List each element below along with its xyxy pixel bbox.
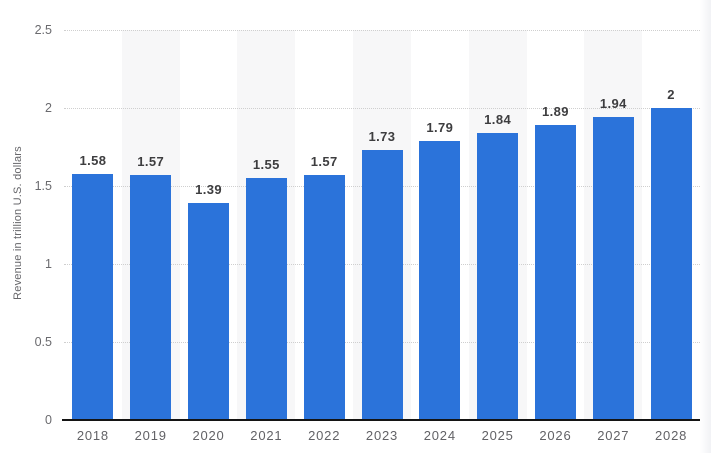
right-edge-shading: [700, 0, 711, 453]
x-tick-label-2025: 2025: [481, 428, 514, 443]
plot-area: 1.58 1.57 1.39 1.55 1.57 1.73 1.79 1.84 1.89 1.94…: [64, 30, 700, 420]
x-tick-label-2027: 2027: [597, 428, 630, 443]
y-tick-label-1: 1: [45, 257, 52, 271]
bar-value-label-2019: 1.57: [137, 154, 165, 170]
bar-2023[interactable]: [361, 150, 403, 420]
bar-value-label-2027: 1.94: [599, 96, 627, 112]
x-tick-label-2028: 2028: [655, 428, 688, 443]
bar-value-label-2022: 1.57: [310, 154, 338, 170]
x-tick-label-2023: 2023: [365, 428, 399, 443]
x-tick-label-2021: 2021: [250, 428, 283, 443]
bar-value-label-2025: 1.84: [484, 111, 512, 127]
bar-value-label-2028: 2: [667, 87, 675, 102]
bar-2027[interactable]: [592, 117, 634, 420]
bar-2028[interactable]: [650, 108, 692, 420]
y-tick-label-1.5: 1.5: [34, 179, 52, 193]
bar-2018[interactable]: [72, 173, 114, 420]
gridline-2.5: [64, 30, 700, 31]
bar-value-label-2024: 1.79: [426, 119, 454, 135]
x-tick-label-2026: 2026: [539, 428, 572, 443]
bar-2024[interactable]: [419, 140, 461, 420]
bar-value-label-2023: 1.73: [368, 129, 396, 145]
x-axis-line: [62, 419, 700, 421]
x-tick-label-2019: 2019: [134, 428, 167, 443]
y-tick-label-2.5: 2.5: [34, 23, 52, 37]
x-tick-label-2024: 2024: [423, 428, 456, 443]
bar-value-label-2018: 1.58: [79, 152, 107, 168]
x-tick-label-2018: 2018: [76, 428, 109, 443]
bar-2026[interactable]: [534, 125, 576, 420]
bar-value-label-2020: 1.39: [195, 182, 222, 198]
bar-2020[interactable]: [188, 203, 230, 420]
gridline-2: [64, 108, 700, 109]
x-tick-label-2020: 2020: [192, 428, 225, 443]
y-axis-title: Revenue in trillion U.S. dollars: [12, 146, 24, 300]
y-tick-label-0.5: 0.5: [34, 335, 52, 349]
bar-2025[interactable]: [477, 132, 519, 420]
bar-2022[interactable]: [303, 175, 345, 420]
x-tick-label-2022: 2022: [308, 428, 341, 443]
y-tick-label-0: 0: [45, 413, 52, 427]
y-tick-label-2: 2: [45, 101, 52, 115]
bar-2019[interactable]: [130, 175, 172, 420]
bar-2021[interactable]: [245, 178, 287, 420]
bar-value-label-2026: 1.89: [541, 104, 569, 120]
bar-value-label-2021: 1.55: [252, 157, 280, 173]
